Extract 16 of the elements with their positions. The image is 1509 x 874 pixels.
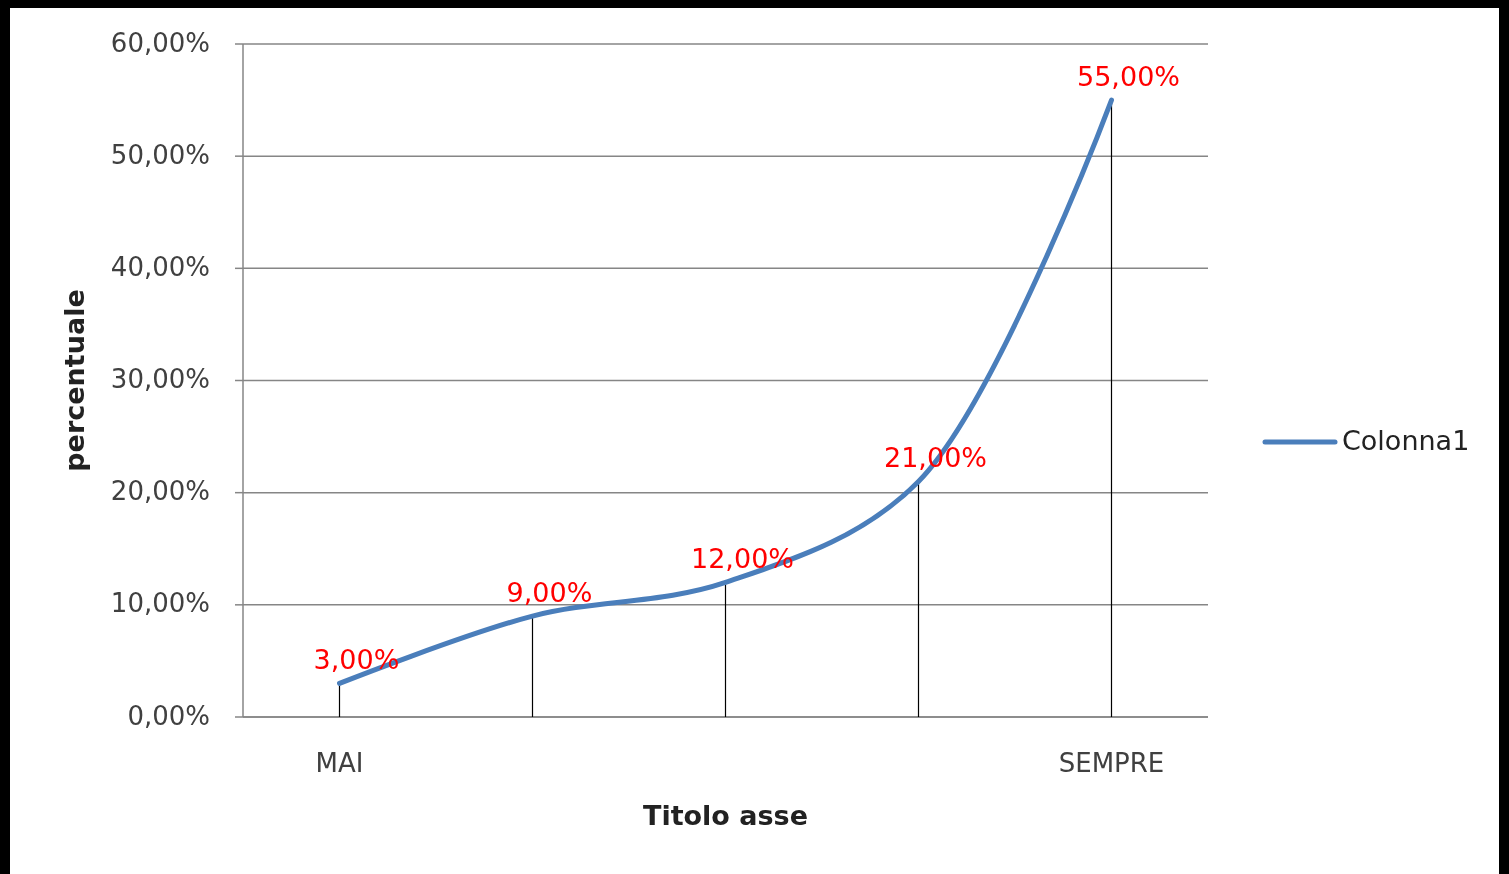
data-label: 3,00% <box>313 643 400 675</box>
y-tick-label: 10,00% <box>110 588 210 619</box>
x-tick-label: SEMPRE <box>1058 747 1165 778</box>
data-label: 55,00% <box>1077 60 1180 92</box>
data-label: 12,00% <box>691 542 794 574</box>
legend-label: Colonna1 <box>1342 424 1470 456</box>
y-axis-title: percentuale <box>58 289 90 472</box>
y-tick-label: 40,00% <box>110 251 210 282</box>
y-tick-label: 0,00% <box>127 700 210 731</box>
y-tick-label: 20,00% <box>110 476 210 507</box>
x-axis-title: Titolo asse <box>642 799 809 831</box>
data-label: 9,00% <box>506 576 593 608</box>
y-tick-label: 50,00% <box>110 139 210 170</box>
y-tick-label: 60,00% <box>110 27 210 58</box>
y-tick-label: 30,00% <box>110 364 210 394</box>
x-tick-label: MAI <box>315 747 364 778</box>
